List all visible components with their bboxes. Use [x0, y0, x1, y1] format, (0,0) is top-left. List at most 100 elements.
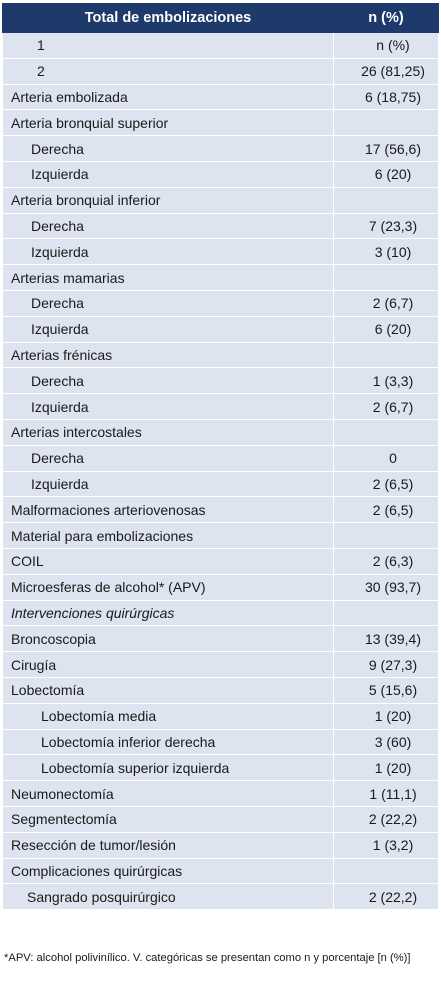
table-row: Izquierda 6 (20) [2, 160, 439, 188]
table-row: Neumonectomía 1 (11,1) [2, 780, 439, 807]
table-row: Derecha 1 (3,3) [2, 367, 439, 395]
table-row: Izquierda 6 (20) [2, 315, 439, 343]
row-value: 2 (6,5) [333, 470, 439, 498]
row-value [333, 186, 439, 214]
table-header-row: Total de embolizaciones n (%) [2, 3, 439, 33]
row-label: Derecha [2, 289, 334, 317]
table-row: Izquierda 3 (10) [2, 238, 439, 266]
table-row: Lobectomía inferior derecha 3 (60) [2, 728, 439, 756]
row-value: 2 (6,7) [333, 393, 439, 420]
table-row: Intervenciones quirúrgicas [2, 599, 439, 627]
row-value [333, 857, 439, 885]
table-row: Arteria embolizada 6 (18,75) [2, 83, 439, 111]
table-row: Cirugía 9 (27,3) [2, 651, 439, 678]
row-label: Arterias mamarias [2, 264, 334, 291]
row-label: Arteria bronquial superior [2, 109, 334, 137]
table-row: Complicaciones quirúrgicas [2, 857, 439, 885]
table-footnote: *APV: alcohol polivinílico. V. categóric… [4, 952, 411, 964]
table-row: Derecha 17 (56,6) [2, 135, 439, 162]
row-label: COIL [2, 547, 334, 575]
row-value: 30 (93,7) [333, 573, 439, 601]
table-row: Sangrado posquirúrgico 2 (22,2) [2, 883, 439, 911]
row-value [333, 522, 439, 549]
table-row: Derecha 7 (23,3) [2, 212, 439, 240]
table-row: Izquierda 2 (6,7) [2, 393, 439, 420]
row-value: 1 (3,3) [333, 367, 439, 395]
table-row: Segmentectomía 2 (22,2) [2, 805, 439, 833]
row-value: 2 (6,3) [333, 547, 439, 575]
table-row: COIL 2 (6,3) [2, 547, 439, 575]
row-label: Izquierda [2, 470, 334, 498]
row-value: 13 (39,4) [333, 625, 439, 653]
row-label: 1 [2, 32, 334, 59]
table-row: Lobectomía superior izquierda 1 (20) [2, 754, 439, 782]
table-row: Arterias intercostales [2, 418, 439, 446]
row-value: 0 [333, 444, 439, 472]
row-value [333, 109, 439, 137]
row-value [333, 264, 439, 291]
row-label: Material para embolizaciones [2, 522, 334, 549]
row-label: Complicaciones quirúrgicas [2, 857, 334, 885]
row-label: Lobectomía superior izquierda [2, 754, 334, 782]
row-value: 3 (60) [333, 728, 439, 756]
table-row: Lobectomía 5 (15,6) [2, 676, 439, 704]
table-row: Arterias frénicas [2, 341, 439, 369]
row-label: Izquierda [2, 238, 334, 266]
row-label: Intervenciones quirúrgicas [2, 599, 334, 627]
table-row: Lobectomía media 1 (20) [2, 702, 439, 730]
row-label: Malformaciones arteriovenosas [2, 496, 334, 524]
row-value: 1 (20) [333, 754, 439, 782]
row-value [333, 418, 439, 446]
row-label: Neumonectomía [2, 780, 334, 807]
row-value: 6 (20) [333, 315, 439, 343]
row-label: Izquierda [2, 315, 334, 343]
table-row: Arteria bronquial superior [2, 109, 439, 137]
row-label: Broncoscopia [2, 625, 334, 653]
row-label: Arterias frénicas [2, 341, 334, 369]
table-row: Arteria bronquial inferior [2, 186, 439, 214]
row-value: 1 (3,2) [333, 831, 439, 859]
row-value: 6 (18,75) [333, 83, 439, 111]
row-label: Lobectomía [2, 676, 334, 704]
row-label: Lobectomía media [2, 702, 334, 730]
row-value: 2 (6,7) [333, 289, 439, 317]
row-label: Cirugía [2, 651, 334, 678]
table-row: Arterias mamarias [2, 264, 439, 291]
table-row: Broncoscopia 13 (39,4) [2, 625, 439, 653]
row-value: 9 (27,3) [333, 651, 439, 678]
header-label: Total de embolizaciones [2, 3, 334, 33]
row-label: Lobectomía inferior derecha [2, 728, 334, 756]
table-row: Resección de tumor/lesión 1 (3,2) [2, 831, 439, 859]
row-value: 1 (11,1) [333, 780, 439, 807]
row-value: n (%) [333, 32, 439, 59]
row-value: 6 (20) [333, 160, 439, 188]
row-value [333, 341, 439, 369]
table-row: Izquierda 2 (6,5) [2, 470, 439, 498]
row-label: Arterias intercostales [2, 418, 334, 446]
row-label: Derecha [2, 444, 334, 472]
row-label: Segmentectomía [2, 805, 334, 833]
table-row: Derecha 2 (6,7) [2, 289, 439, 317]
row-label: Sangrado posquirúrgico [2, 883, 334, 911]
table-row: Material para embolizaciones [2, 522, 439, 549]
row-label: Derecha [2, 135, 334, 162]
row-label: Izquierda [2, 393, 334, 420]
table-row: Malformaciones arteriovenosas 2 (6,5) [2, 496, 439, 524]
row-value: 2 (22,2) [333, 805, 439, 833]
row-value [333, 599, 439, 627]
table-row: 2 26 (81,25) [2, 57, 439, 85]
row-value: 17 (56,6) [333, 135, 439, 162]
row-label: Derecha [2, 212, 334, 240]
row-value: 2 (22,2) [333, 883, 439, 911]
row-label: Arteria embolizada [2, 83, 334, 111]
table-row: Derecha 0 [2, 444, 439, 472]
row-value: 3 (10) [333, 238, 439, 266]
row-value: 2 (6,5) [333, 496, 439, 524]
row-label: Resección de tumor/lesión [2, 831, 334, 859]
row-value: 26 (81,25) [333, 57, 439, 85]
table-row: Microesferas de alcohol* (APV) 30 (93,7) [2, 573, 439, 601]
